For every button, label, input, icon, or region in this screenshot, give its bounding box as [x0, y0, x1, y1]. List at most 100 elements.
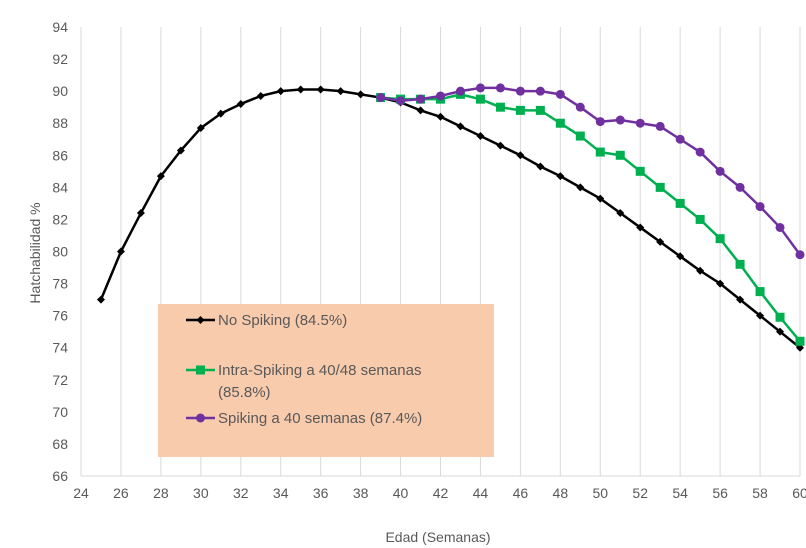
x-tick-label: 44 — [473, 485, 489, 501]
data-point — [735, 182, 745, 192]
data-point — [595, 117, 605, 127]
data-point — [456, 122, 465, 131]
y-axis-title: Hatchabilidad % — [27, 202, 43, 303]
data-point — [655, 121, 665, 131]
data-point — [756, 311, 765, 320]
data-point — [516, 151, 525, 160]
data-point — [176, 146, 185, 155]
data-point — [555, 118, 565, 128]
data-point — [296, 85, 305, 94]
data-point — [556, 172, 565, 181]
legend: No Spiking (84.5%) Intra-Spiking a 40/48 … — [158, 304, 494, 457]
axis-layer: 24 26 28 30 32 34 36 38 40 42 44 46 48 50 52 54 56 58 60 66… — [52, 19, 806, 501]
data-point — [196, 124, 205, 133]
data-point — [416, 106, 425, 115]
data-point — [216, 109, 225, 118]
data-point — [755, 287, 765, 297]
data-point — [735, 259, 745, 269]
legend-box — [158, 304, 494, 457]
data-point — [495, 102, 505, 112]
data-point — [695, 147, 705, 157]
data-point — [356, 90, 365, 99]
y-tick-label: 80 — [52, 244, 68, 260]
data-point — [595, 147, 605, 157]
series-line-3 — [380, 86, 802, 256]
data-point — [636, 223, 645, 232]
x-axis-title: Edad (Semanas) — [385, 529, 490, 545]
data-point — [436, 112, 445, 121]
data-point — [776, 327, 785, 336]
data-point — [416, 94, 426, 104]
y-tick-label: 76 — [52, 308, 68, 324]
series-layer — [96, 83, 805, 352]
data-point — [515, 86, 525, 96]
data-point — [695, 214, 705, 224]
y-tick-label: 92 — [52, 51, 68, 67]
data-point — [736, 295, 745, 304]
data-point — [596, 194, 605, 203]
x-tick-label: 30 — [193, 485, 209, 501]
y-tick-label: 94 — [52, 19, 68, 35]
x-tick-label: 56 — [712, 485, 728, 501]
x-tick-label: 46 — [513, 485, 529, 501]
data-point — [316, 85, 325, 94]
data-point — [396, 96, 406, 106]
data-point — [536, 162, 545, 171]
series-line-1 — [99, 88, 801, 349]
x-tick-label: 40 — [393, 485, 409, 501]
x-tick-label: 34 — [273, 485, 289, 501]
data-point — [775, 222, 785, 232]
data-point — [495, 83, 505, 93]
data-point — [515, 105, 525, 115]
data-point — [575, 102, 585, 112]
data-point — [575, 131, 585, 141]
y-tick-label: 84 — [52, 179, 68, 195]
x-tick-label: 54 — [672, 485, 688, 501]
x-tick-label: 32 — [233, 485, 249, 501]
data-point — [795, 250, 805, 260]
data-point — [675, 134, 685, 144]
series-line-2 — [380, 93, 801, 343]
legend-label: No Spiking (84.5%) — [218, 312, 347, 329]
legend-marker — [196, 365, 205, 375]
x-tick-label: 24 — [73, 485, 89, 501]
x-tick-label: 26 — [113, 485, 129, 501]
data-point — [276, 87, 285, 96]
data-point — [716, 279, 725, 288]
y-tick-label: 78 — [52, 276, 68, 292]
x-tick-label: 38 — [353, 485, 369, 501]
data-point — [96, 295, 105, 304]
data-point — [476, 132, 485, 141]
y-tick-label: 70 — [52, 404, 68, 420]
data-point — [136, 209, 145, 218]
data-point — [156, 172, 165, 181]
data-point — [715, 234, 725, 244]
x-tick-label: 52 — [632, 485, 648, 501]
x-tick-label: 50 — [592, 485, 608, 501]
data-point — [755, 202, 765, 212]
y-tick-label: 66 — [52, 468, 68, 484]
data-point — [656, 237, 665, 246]
data-point — [496, 141, 505, 150]
legend-marker — [196, 413, 205, 423]
x-tick-label: 58 — [752, 485, 768, 501]
data-point — [775, 312, 785, 322]
legend-label: (85.8%) — [218, 384, 271, 401]
data-point — [116, 247, 125, 256]
data-point — [256, 91, 265, 100]
data-point — [616, 209, 625, 218]
data-point — [615, 115, 625, 125]
data-point — [795, 336, 805, 346]
x-tick-label: 60 — [792, 485, 806, 501]
y-tick-label: 88 — [52, 115, 68, 131]
x-tick-label: 42 — [433, 485, 449, 501]
data-point — [655, 182, 665, 192]
data-point — [615, 150, 625, 160]
y-tick-label: 68 — [52, 436, 68, 452]
data-point — [676, 252, 685, 261]
y-tick-label: 86 — [52, 147, 68, 163]
x-tick-label: 36 — [313, 485, 329, 501]
data-point — [576, 183, 585, 192]
